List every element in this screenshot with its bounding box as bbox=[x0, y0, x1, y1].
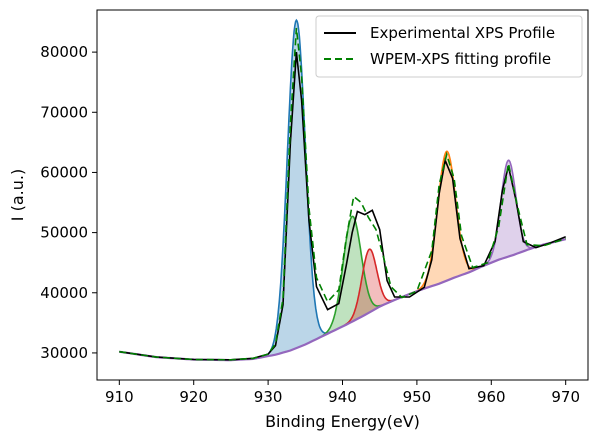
y-tick-label: 80000 bbox=[40, 43, 88, 61]
peak-2-fill bbox=[307, 216, 397, 344]
peak-4-fill bbox=[402, 151, 492, 297]
y-axis-label: I (a.u.) bbox=[8, 169, 27, 221]
x-tick-label: 960 bbox=[477, 388, 506, 406]
x-tick-label: 970 bbox=[551, 388, 580, 406]
peak-1-fill bbox=[251, 20, 341, 359]
fitting-profile-line bbox=[119, 27, 566, 361]
y-axis-ticks: 30000 40000 50000 60000 70000 80000 bbox=[40, 43, 97, 362]
x-tick-label: 950 bbox=[403, 388, 432, 406]
legend-label-fitting: WPEM-XPS fitting profile bbox=[370, 50, 551, 68]
x-tick-label: 920 bbox=[179, 388, 208, 406]
series-lines bbox=[119, 27, 566, 361]
y-tick-label: 40000 bbox=[40, 284, 88, 302]
x-axis-label: Binding Energy(eV) bbox=[265, 412, 420, 431]
y-tick-label: 50000 bbox=[40, 224, 88, 242]
legend-label-experimental: Experimental XPS Profile bbox=[370, 24, 555, 42]
component-fills bbox=[251, 20, 546, 359]
legend: Experimental XPS Profile WPEM-XPS fittin… bbox=[315, 15, 583, 78]
peak-5-fill bbox=[471, 160, 546, 272]
x-tick-label: 940 bbox=[328, 388, 357, 406]
x-axis-ticks: 910 920 930 940 950 960 970 bbox=[105, 380, 580, 406]
y-tick-label: 30000 bbox=[40, 344, 88, 362]
peak-3-fill bbox=[332, 249, 407, 332]
legend-box bbox=[315, 15, 583, 78]
y-tick-label: 70000 bbox=[40, 103, 88, 121]
x-tick-label: 910 bbox=[105, 388, 134, 406]
x-tick-label: 930 bbox=[254, 388, 283, 406]
y-tick-label: 60000 bbox=[40, 163, 88, 181]
